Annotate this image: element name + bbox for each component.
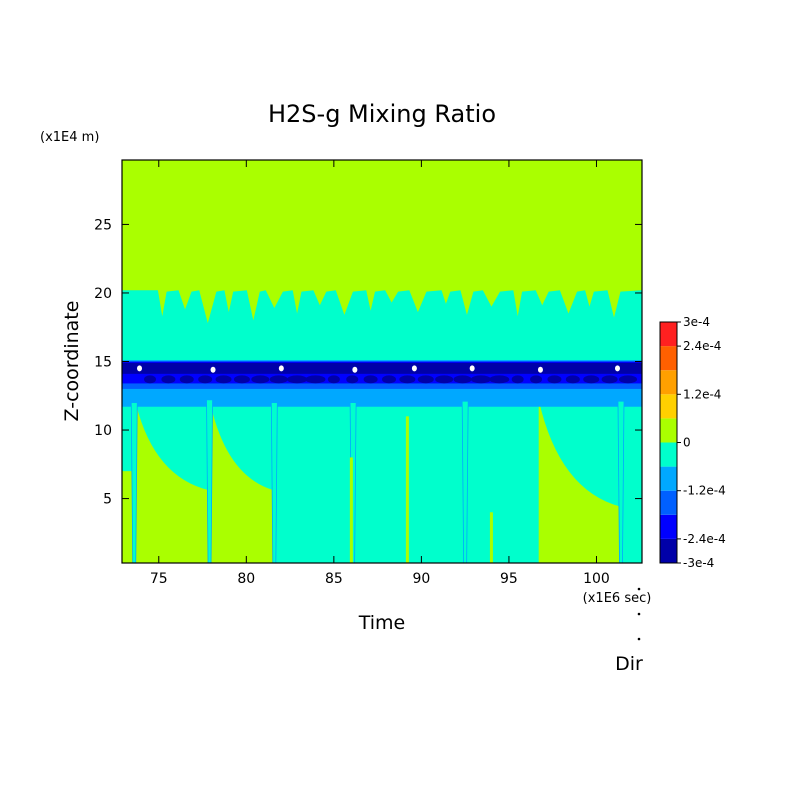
y-tick-label: 5 [103,492,112,508]
x-axis-unit: (x1E6 sec) [583,591,652,606]
field-spike-3 [270,402,278,563]
field-thin-line-3 [489,512,493,563]
colorbar-level-3 [660,490,677,515]
y-axis-unit: (x1E4 m) [40,130,99,145]
colorbar-tick-label: 2.4e-4 [683,339,721,353]
field-band-blob [251,375,270,384]
x-tick-label: 100 [583,571,610,587]
x-tick-label: 90 [412,571,430,587]
x-tick-label: 85 [325,571,343,587]
x-tick-label: 75 [150,571,168,587]
colorbar-level-4 [660,466,677,491]
chart-title: H2S-g Mixing Ratio [268,100,496,128]
dir-marks [637,587,641,641]
field-band-blob [305,375,326,384]
field-band-blob [618,375,637,384]
field-band-blob [547,375,562,384]
x-axis: 75 80 85 90 95 100 [150,160,610,587]
colorbar-level-1 [660,538,677,563]
field-wedge-1 [136,403,210,563]
colorbar-level-6 [660,418,677,443]
y-tick-label: 20 [94,286,112,302]
field-band-blob [287,375,308,384]
dir-label: Dir [615,653,643,675]
field-band-blob [583,375,600,384]
field-band-blob [382,375,397,384]
x-tick-label: 95 [500,571,518,587]
colorbar-tick-label: 1.2e-4 [683,387,721,401]
field-band-blob [417,375,434,384]
colorbar: 3e-4 2.4e-4 1.2e-4 0 -1.2e-4 -2.4e-4 -3e-4 [659,315,726,570]
x-tick-label: 80 [237,571,255,587]
field-band-blob [489,375,510,384]
colorbar-level-2 [660,514,677,539]
field-spike-5 [461,400,469,563]
y-axis: 5 10 15 20 25 [94,217,642,508]
field-white-spot-5 [411,365,417,372]
colorbar-tick-label: -2.4e-4 [683,532,726,546]
colorbar-tick-label: 3e-4 [683,315,710,329]
field-band-blob [179,375,194,384]
field-band-blob [144,375,157,384]
field-thin-line-2 [405,416,409,563]
colorbar-level-10 [660,322,677,347]
field-white-spot-3 [278,365,284,372]
field-band-blob [327,375,340,384]
field-band-blob [511,375,524,384]
field-white-spot-8 [614,365,620,372]
colorbar-level-5 [660,442,677,467]
field-white-spot-4 [352,366,358,373]
y-axis-title: Z-coordinate [61,301,83,422]
field-white-spot-1 [137,365,143,372]
field-wedge-2 [209,399,275,563]
field-spike-1 [130,402,138,563]
field-band-blob [530,375,543,384]
field-spike-2 [206,399,213,563]
field-band-blob [435,375,454,384]
field-band-blob [601,375,618,384]
field-band-blob [470,375,491,384]
x-axis-title: Time [358,612,406,634]
colorbar-tick-label: 0 [683,436,691,450]
field-band-blob [161,375,176,384]
field-spike-6 [617,400,625,563]
field-band-core [122,362,642,374]
field-band-blob [269,375,288,384]
field-band-blob [453,375,472,384]
field-white-spot-2 [210,366,216,373]
field-band-blob [565,375,580,384]
field-white-spot-7 [537,366,543,373]
field-band-blob [346,375,359,384]
contour-field [122,160,642,563]
field-band-blob [363,375,378,384]
colorbar-tick-label: -3e-4 [683,556,714,570]
colorbar-tick-label: -1.2e-4 [683,484,726,498]
colorbar-level-8 [660,370,677,395]
field-band-blob [215,375,232,384]
y-tick-label: 25 [94,217,112,233]
y-tick-label: 15 [94,355,112,371]
field-band-blob [233,375,250,384]
field-band-blob [399,375,416,384]
field-wedge-3 [538,399,621,563]
field-thin-line-1 [349,457,353,563]
colorbar-level-7 [660,394,677,419]
field-band-blob [198,375,213,384]
colorbar-level-9 [660,346,677,371]
field-white-spot-6 [469,365,475,372]
y-tick-label: 10 [94,423,112,439]
